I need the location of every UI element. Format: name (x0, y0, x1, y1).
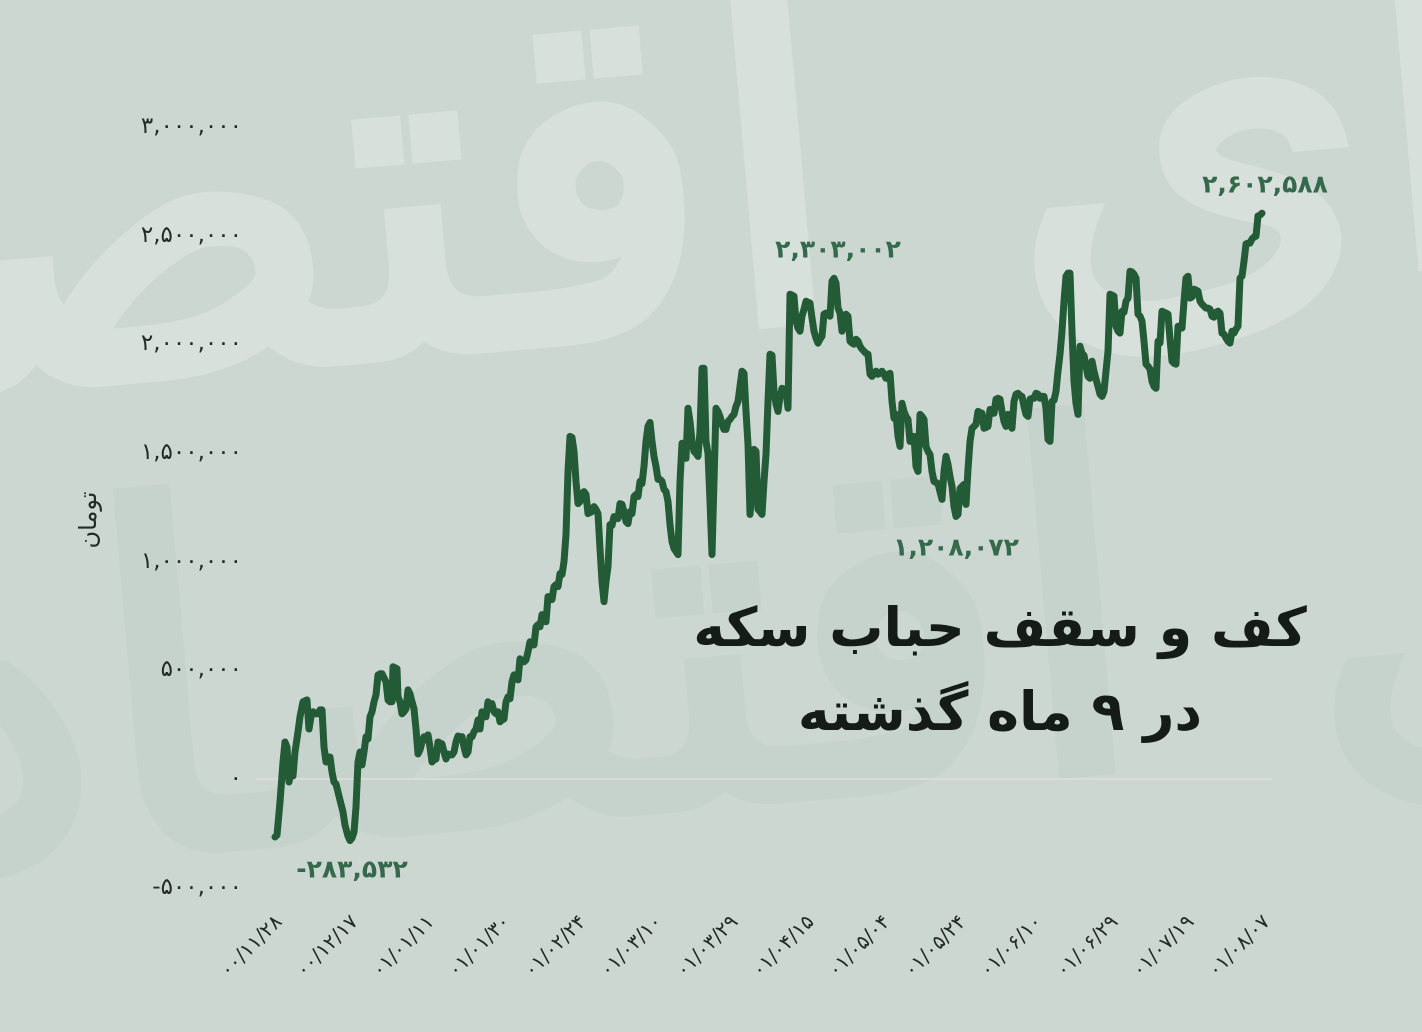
annotation-peak: ۲,۳۰۳,۰۰۲ (775, 234, 901, 264)
y-tick-label: ۱,۵۰۰,۰۰۰ (140, 438, 242, 465)
y-tick-label: ۱,۰۰۰,۰۰۰ (140, 547, 242, 574)
y-tick-label: ۰ (229, 765, 242, 791)
chart-title-line1: کف و سقف حباب سکه (693, 596, 1307, 659)
chart-title: کف و سقف حباب سکه در ۹ ماه گذشته (660, 586, 1340, 753)
y-tick-label: -۵۰۰,۰۰۰ (152, 873, 242, 900)
chart-title-line2: در ۹ ماه گذشته (797, 679, 1203, 743)
zero-gridline (256, 778, 1272, 780)
y-tick-label: ۲,۰۰۰,۰۰۰ (140, 330, 242, 357)
annotation-trough: -۲۸۳,۵۳۲ (296, 854, 408, 884)
annotation-peak: ۲,۶۰۲,۵۸۸ (1202, 169, 1328, 199)
y-tick-label: ۲,۵۰۰,۰۰۰ (140, 221, 242, 248)
annotation-trough: ۱,۲۰۸,۰۷۲ (893, 532, 1019, 562)
y-tick-label: ۳,۰۰۰,۰۰۰ (140, 112, 242, 139)
y-tick-label: ۵۰۰,۰۰۰ (160, 656, 242, 683)
price-line (271, 209, 1266, 845)
